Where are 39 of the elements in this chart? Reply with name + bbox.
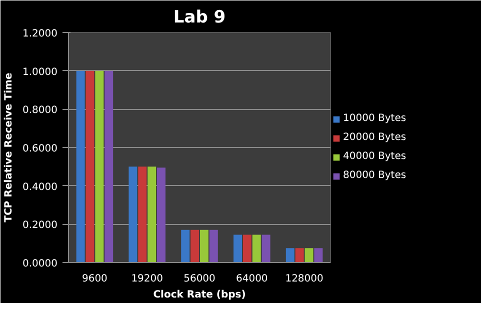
x-tick-label: 56000: [184, 274, 216, 284]
y-tick-label: 0.4000: [22, 182, 58, 193]
bar: [95, 70, 104, 262]
bar: [148, 166, 156, 262]
y-tick-label: 1.0000: [22, 66, 58, 78]
bar: [200, 230, 208, 262]
bar: [138, 166, 147, 262]
bar: [157, 168, 166, 262]
bar: [209, 230, 218, 262]
legend-label: 80000 Bytes: [343, 170, 406, 181]
bar: [242, 234, 252, 262]
y-tick-label: 0.2000: [22, 220, 58, 232]
bar: [128, 166, 138, 262]
y-tick-label: 0.6000: [22, 144, 58, 154]
x-tick-label: 128000: [285, 274, 324, 284]
bar: [181, 230, 190, 262]
x-tick-label: 9600: [82, 274, 108, 284]
y-tick-label: 0.8000: [22, 105, 58, 116]
bar: [295, 248, 304, 262]
bar: [76, 70, 85, 262]
legend-label: 10000 Bytes: [343, 113, 406, 124]
x-tick-label: 64000: [236, 274, 268, 284]
y-axis-title: TCP Relative Receive Time: [4, 72, 15, 222]
bar: [190, 230, 200, 262]
bar: [234, 234, 242, 262]
bar: [262, 234, 270, 262]
x-axis-title: Clock Rate (bps): [153, 290, 246, 300]
legend-label: 40000 Bytes: [343, 151, 406, 162]
y-tick-label: 0.0000: [22, 258, 58, 270]
bar: [104, 70, 114, 262]
bar: [314, 248, 323, 262]
y-tick-label: 1.2000: [22, 28, 58, 40]
bar: [304, 248, 314, 262]
legend-label: 20000 Bytes: [343, 132, 406, 143]
x-tick-label: 19200: [131, 274, 164, 284]
bar: [86, 70, 94, 262]
bar: [252, 234, 261, 262]
chart-title: Lab 9: [173, 8, 226, 28]
bar: [286, 248, 294, 262]
